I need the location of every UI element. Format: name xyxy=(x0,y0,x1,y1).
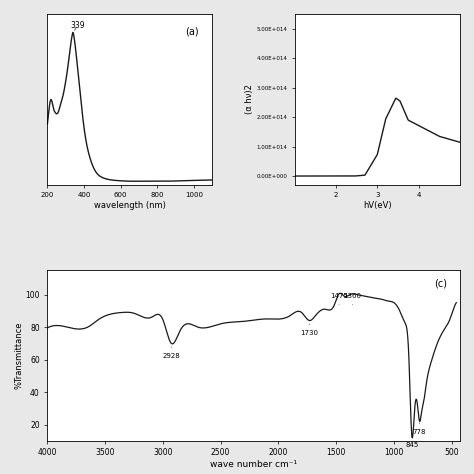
Y-axis label: %Transmittance: %Transmittance xyxy=(15,322,24,389)
Text: 2928: 2928 xyxy=(163,346,180,359)
Text: 1475: 1475 xyxy=(330,293,348,305)
Y-axis label: (α hν)2: (α hν)2 xyxy=(245,84,254,115)
Text: 778: 778 xyxy=(413,423,426,435)
Text: 1730: 1730 xyxy=(301,324,319,336)
Text: 1360: 1360 xyxy=(343,293,361,305)
Text: (c): (c) xyxy=(434,279,447,289)
X-axis label: wave number cm⁻¹: wave number cm⁻¹ xyxy=(210,460,297,469)
Text: 339: 339 xyxy=(70,21,85,30)
Text: 845: 845 xyxy=(405,436,419,448)
X-axis label: wavelength (nm): wavelength (nm) xyxy=(94,201,166,210)
X-axis label: hV(eV): hV(eV) xyxy=(363,201,392,210)
Text: (a): (a) xyxy=(185,26,199,36)
